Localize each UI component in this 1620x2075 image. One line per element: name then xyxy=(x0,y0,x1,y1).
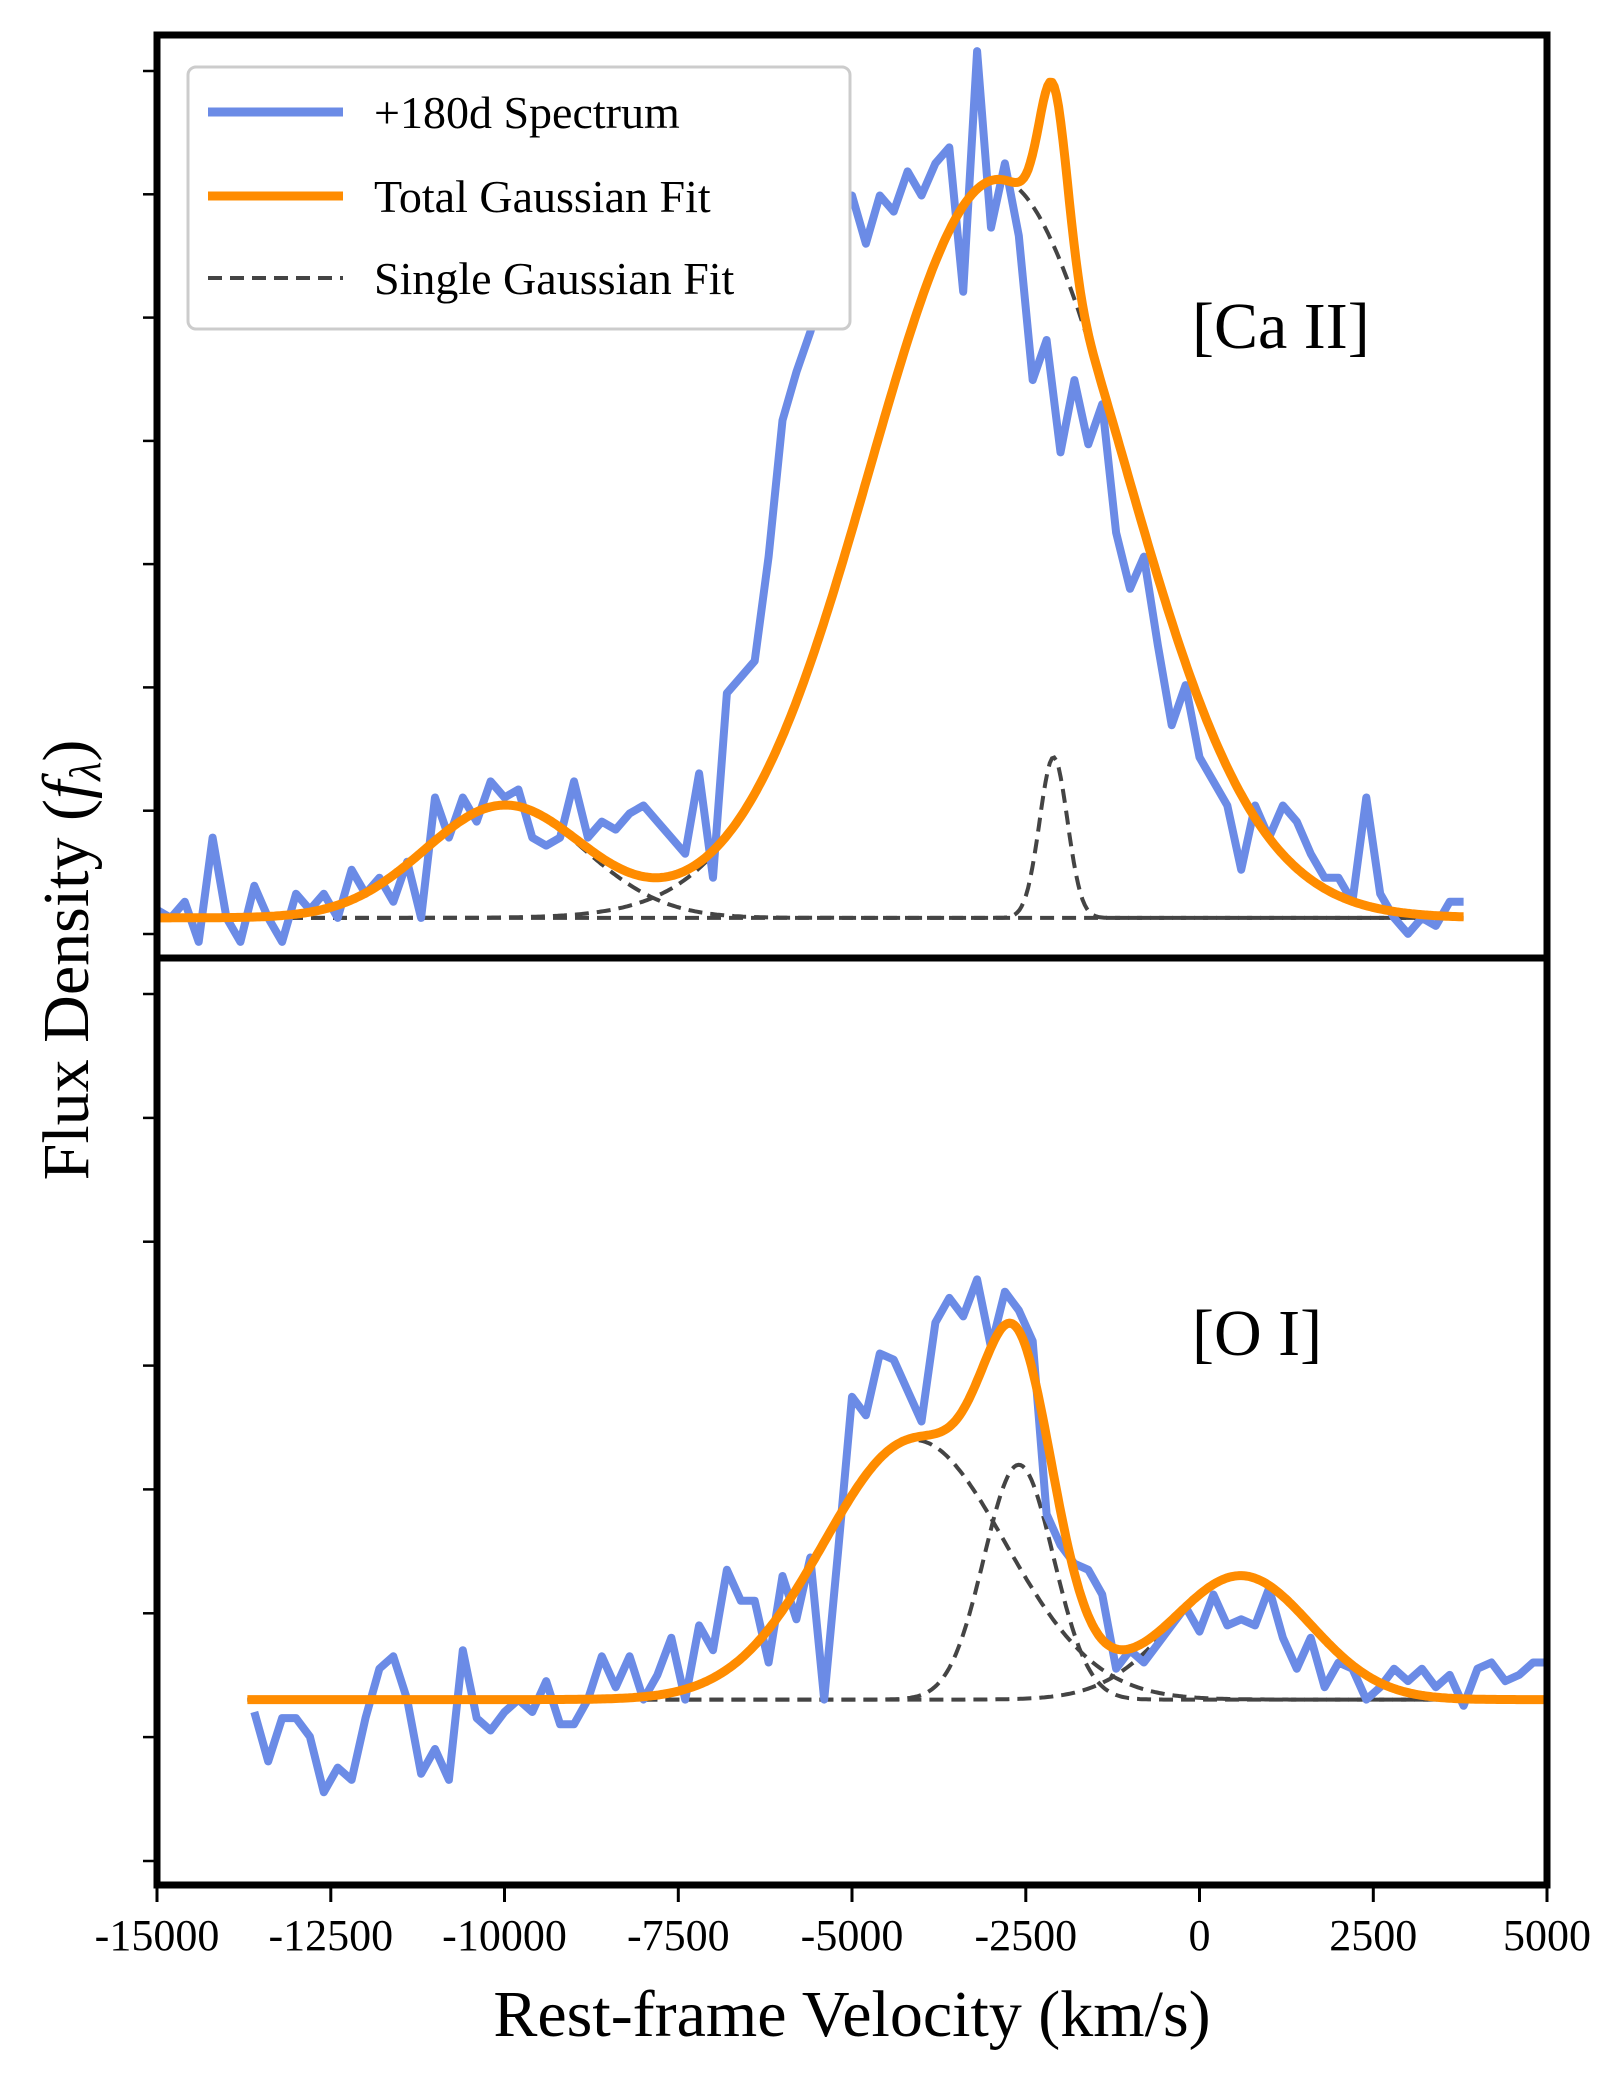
o-i-total-fit-line xyxy=(245,1318,1547,1705)
x-tick-label: 0 xyxy=(1189,1911,1211,1960)
o-i-single-gaussian-fit-3 xyxy=(247,1574,1547,1702)
o-i-single-gaussian-fit-1 xyxy=(247,1437,1547,1702)
x-tick-label: 5000 xyxy=(1503,1911,1591,1960)
y-axis-title-subscript: λ xyxy=(61,762,110,783)
x-tick-label: -2500 xyxy=(974,1911,1077,1960)
legend-single-fit-label: Single Gaussian Fit xyxy=(374,253,735,304)
panel-ca-ii: [Ca II] xyxy=(157,47,1466,946)
x-tick-label: -5000 xyxy=(801,1911,904,1960)
legend-spectrum-label: +180d Spectrum xyxy=(374,87,680,138)
ca-ii-total-fit-line xyxy=(157,77,1466,923)
legend: +180d Spectrum Total Gaussian Fit Single… xyxy=(186,65,852,331)
x-axis: -15000 -12500 -10000 -7500 -5000 -2500 0 2500 50… xyxy=(95,1885,1591,1960)
x-tick-label: 2500 xyxy=(1329,1911,1417,1960)
o-i-spectrum-line xyxy=(250,1275,1547,1797)
x-tick-label: -12500 xyxy=(268,1911,393,1960)
y-ticks-top-panel xyxy=(143,69,157,936)
ca-ii-line-label: [Ca II] xyxy=(1192,290,1370,363)
y-axis-title-close: ) xyxy=(30,740,103,762)
legend-box xyxy=(186,65,852,331)
x-tick-label: -15000 xyxy=(95,1911,220,1960)
y-axis-title-text: Flux Density ( xyxy=(30,799,103,1180)
panel-o-i: [O I] xyxy=(245,1275,1547,1797)
o-i-line-label: [O I] xyxy=(1192,1297,1322,1370)
y-axis-title: Flux Density (fλ) xyxy=(30,740,110,1181)
x-tick-label: -10000 xyxy=(442,1911,567,1960)
x-axis-title: Rest-frame Velocity (km/s) xyxy=(493,1978,1210,2051)
legend-total-fit-label: Total Gaussian Fit xyxy=(374,171,711,222)
x-tick-label: -7500 xyxy=(627,1911,730,1960)
